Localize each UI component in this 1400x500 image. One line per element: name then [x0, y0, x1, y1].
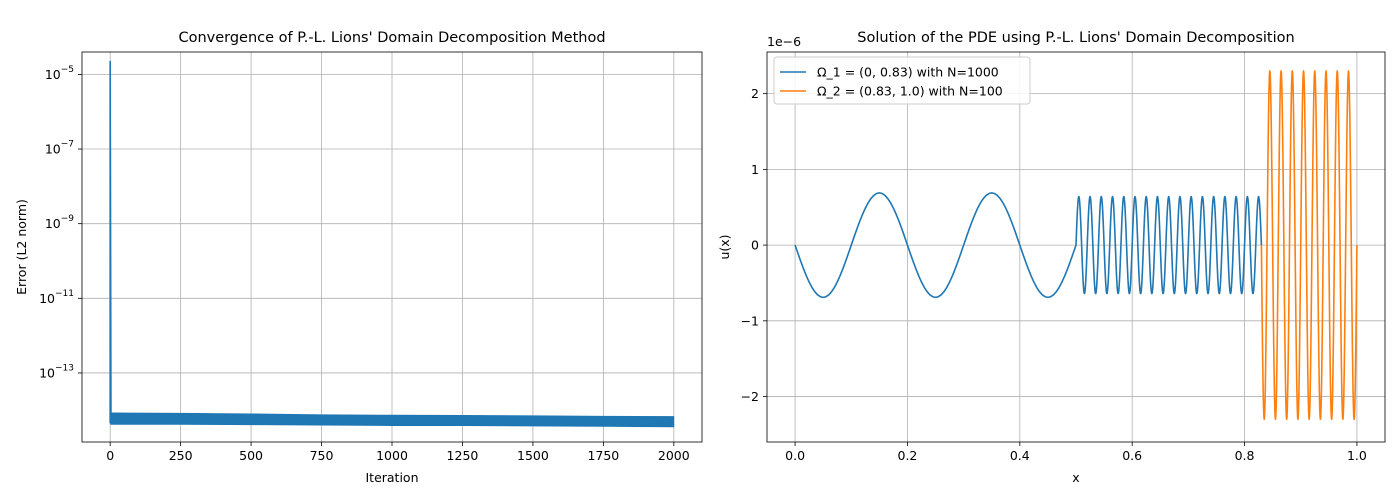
convergence-ticks: 0 250 500 750 1000 1250 1500 1750 2000 10−5 10−7 10… — [39, 65, 690, 463]
solution-ticks: 0.0 0.2 0.4 0.6 0.8 1.0 −2 −1 0 1 2 — [741, 86, 1367, 463]
solution-title: Solution of the PDE using P.-L. Lions' D… — [857, 30, 1294, 46]
convergence-y-tick-label: 10−5 — [45, 65, 74, 82]
convergence-x-tick-label: 0 — [106, 448, 114, 463]
solution-x-label: x — [1072, 470, 1079, 485]
convergence-error-band — [110, 412, 675, 428]
solution-legend: Ω_1 = (0, 0.83) with N=1000 Ω_2 = (0.83,… — [773, 56, 1031, 105]
solution-y-tick-label: 1 — [751, 162, 759, 177]
solution-y-tick-label: −1 — [741, 313, 759, 328]
solution-x-tick-label: 0.8 — [1235, 448, 1255, 463]
solution-x-tick-label: 0.6 — [1122, 448, 1142, 463]
convergence-x-tick-label: 1000 — [376, 448, 408, 463]
solution-x-tick-label: 0.0 — [785, 448, 805, 463]
solution-line-omega-2 — [1260, 70, 1358, 421]
convergence-x-tick-label: 250 — [169, 448, 193, 463]
convergence-chart: 0 250 500 750 1000 1250 1500 1750 2000 10−5 10−7 10… — [14, 30, 703, 485]
convergence-x-label: Iteration — [365, 470, 418, 485]
convergence-grid — [82, 52, 702, 442]
convergence-y-tick-label: 10−7 — [45, 140, 74, 157]
solution-x-tick-label: 0.2 — [898, 448, 918, 463]
convergence-y-tick-label: 10−13 — [39, 363, 74, 380]
convergence-x-tick-label: 500 — [239, 448, 263, 463]
solution-y-label: u(x) — [717, 234, 732, 259]
solution-y-tick-label: 2 — [751, 86, 759, 101]
convergence-x-tick-label: 1750 — [587, 448, 619, 463]
legend-box — [773, 56, 1031, 105]
solution-axes-frame — [766, 51, 1386, 443]
solution-x-tick-label: 1.0 — [1347, 448, 1367, 463]
legend-label-omega-2: Ω_2 = (0.83, 1.0) with N=100 — [817, 84, 1003, 99]
solution-offset-text: 1e−6 — [767, 34, 801, 49]
convergence-y-label: Error (L2 norm) — [14, 199, 29, 295]
solution-y-tick-label: −2 — [741, 389, 759, 404]
convergence-y-tick-label: 10−9 — [45, 214, 74, 231]
convergence-data — [109, 60, 675, 428]
convergence-x-tick-label: 1250 — [447, 448, 479, 463]
legend-label-omega-1: Ω_1 = (0, 0.83) with N=1000 — [817, 65, 999, 80]
convergence-x-tick-label: 2000 — [658, 448, 690, 463]
convergence-x-tick-label: 1500 — [517, 448, 549, 463]
solution-line-omega-1 — [794, 192, 1263, 299]
solution-x-tick-label: 0.4 — [1010, 448, 1030, 463]
solution-data — [794, 70, 1358, 421]
solution-y-tick-label: 0 — [751, 238, 759, 253]
solution-chart: 0.0 0.2 0.4 0.6 0.8 1.0 −2 −1 0 1 2 Solution of th… — [717, 30, 1386, 485]
convergence-x-tick-label: 750 — [310, 448, 334, 463]
convergence-error-spike — [109, 60, 112, 424]
convergence-title: Convergence of P.-L. Lions' Domain Decom… — [178, 30, 605, 46]
convergence-y-tick-label: 10−11 — [39, 289, 74, 306]
